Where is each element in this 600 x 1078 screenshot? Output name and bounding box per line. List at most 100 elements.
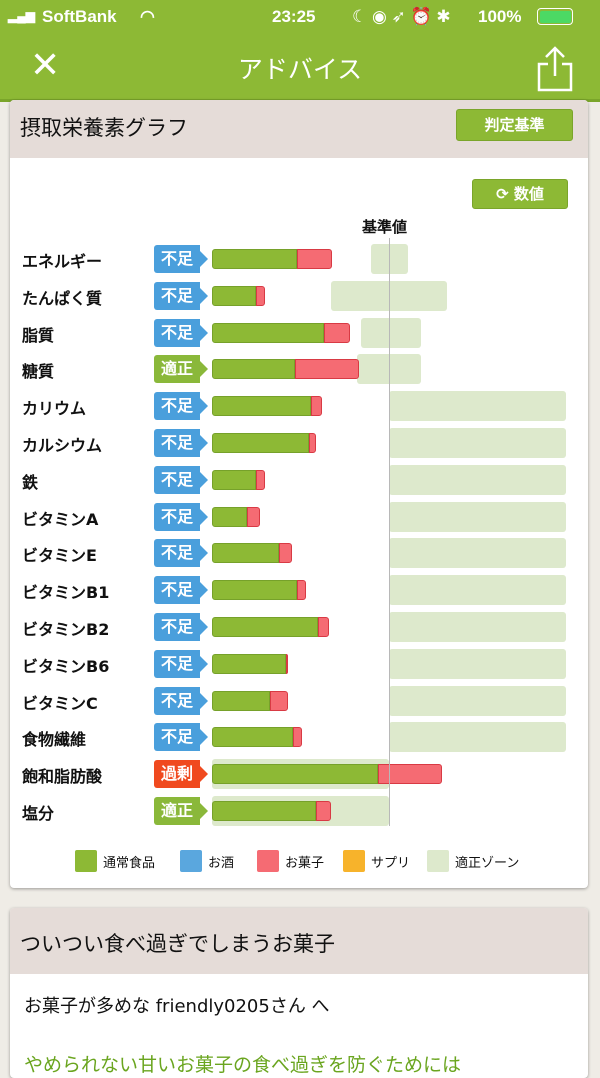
legend-item: お酒 [180,850,234,872]
status-badge: 不足 [154,649,208,678]
legend-label: お菓子 [285,855,325,871]
adequate-zone [389,501,566,532]
status-icons: ☾ ◉ ➶ ⏰ ✱ [352,7,451,26]
battery-icon [537,8,573,25]
bar-snacks [311,396,322,417]
bar-normal-food [212,653,287,674]
legend-swatch [343,850,365,872]
bar-normal-food [212,359,296,380]
bar-normal-food [212,285,257,306]
carrier: SoftBank [42,7,117,26]
reference-label: 基準値 [362,218,408,236]
advice-card: ついつい食べ過ぎでしまうお菓子 お菓子が多めな friendly0205さん へ… [10,908,588,1078]
nutrient-label: 脂質 [22,325,55,345]
status-badge: 適正 [154,797,208,825]
status-badge: 不足 [154,539,208,568]
adequate-zone [330,280,448,311]
legend-swatch [180,850,202,872]
bar-normal-food [212,690,271,711]
bar-snacks [296,249,333,269]
bar-snacks [256,469,266,490]
bar-normal-food [212,322,324,343]
advice-title: ついつい食べ過ぎでしまうお菓子 [20,932,335,956]
nutrient-label: ビタミンB2 [22,620,110,639]
adequate-zone [360,317,421,348]
nutrient-label: 塩分 [22,804,55,823]
legend-label: サプリ [371,855,411,871]
page-title: アドバイス [237,55,363,84]
adequate-zone [389,575,566,606]
nutrient-label: カルシウム [22,436,103,455]
legend-item: サプリ [343,850,410,872]
bar-normal-food [212,764,379,785]
adequate-zone [389,648,566,679]
status-badge: 過剰 [154,760,208,789]
legend-item: お菓子 [257,850,324,872]
toggle-values-button[interactable]: ⟳ 数値 [472,179,568,209]
battery-percent: 100% [478,7,522,26]
legend-label: お酒 [208,855,235,871]
status-badge: 不足 [154,245,208,273]
legend-label: 適正ゾーン [455,855,520,871]
legend-label: 通常食品 [103,855,156,871]
bar-snacks [309,433,317,453]
bar-normal-food [212,580,297,601]
bar-snacks [316,801,331,821]
bar-snacks [256,285,266,306]
bar-normal-food [212,396,312,417]
status-badge: 不足 [154,576,208,605]
reference-line [389,238,390,826]
status-badge: 不足 [154,281,208,310]
bar-normal-food [212,801,317,821]
bar-snacks [323,322,351,343]
nutrient-label: 鉄 [22,472,39,492]
time: 23:25 [272,7,316,26]
bar-normal-food [212,469,257,490]
bar-normal-food [212,543,280,564]
nutrient-label: ビタミンC [22,693,98,713]
nutrient-chart: エネルギー 不足 たんぱく質 不足 脂質 不足 糖質 適正 カリウム 不足 カルシウム 不足鉄不足 ビタ… [10,100,588,888]
nutrient-label: たんぱく質 [22,288,103,308]
bar-normal-food [212,617,319,637]
share-icon[interactable] [535,44,575,92]
nutrient-label: ビタミンA [22,509,99,529]
signal-icon: ▂▄▆ [8,9,35,23]
adequate-zone [389,722,566,753]
advice-lead: やめられない甘いお菓子の食べ過ぎを防ぐためには [24,1054,462,1076]
adequate-zone [389,612,566,642]
card-header: 摂取栄養素グラフ 判定基準 [10,100,588,158]
status-bar: ▂▄▆ SoftBank ◠ 23:25 ☾ ◉ ➶ ⏰ ✱ 100% [0,0,600,34]
nutrient-label: 飽和脂肪酸 [22,767,103,787]
advice-header: ついつい食べ過ぎでしまうお菓子 [10,908,588,974]
legend-item: 適正ゾーン [427,850,519,872]
wifi-icon: ◠ [140,7,155,26]
card-title: 摂取栄養素グラフ [20,116,188,140]
status-badge: 適正 [154,355,208,384]
legend-swatch [427,850,449,872]
adequate-zone [389,391,566,422]
toggle-values-label: 数値 [513,185,544,203]
legend-swatch [257,850,279,872]
bar-snacks [286,653,289,674]
criteria-button[interactable]: 判定基準 [456,109,573,141]
status-badge: 不足 [154,429,208,457]
close-icon[interactable]: ✕ [30,45,61,86]
nutrient-label: ビタミンB6 [22,656,110,676]
adequate-zone [389,464,566,495]
adequate-zone [389,428,566,458]
bar-snacks [378,764,443,785]
advice-greeting: お菓子が多めな friendly0205さん へ [24,996,330,1017]
bar-snacks [247,506,260,527]
bar-snacks [296,580,306,601]
status-badge: 不足 [154,613,208,641]
adequate-zone [357,354,421,385]
legend-item: 通常食品 [75,850,155,872]
status-badge: 不足 [154,318,208,347]
bar-normal-food [212,727,294,748]
bar-normal-food [212,433,310,453]
nutrient-label: ビタミンE [22,546,97,566]
legend-swatch [75,850,97,872]
adequate-zone [389,538,566,569]
bar-snacks [279,543,292,564]
bar-normal-food [212,249,297,269]
